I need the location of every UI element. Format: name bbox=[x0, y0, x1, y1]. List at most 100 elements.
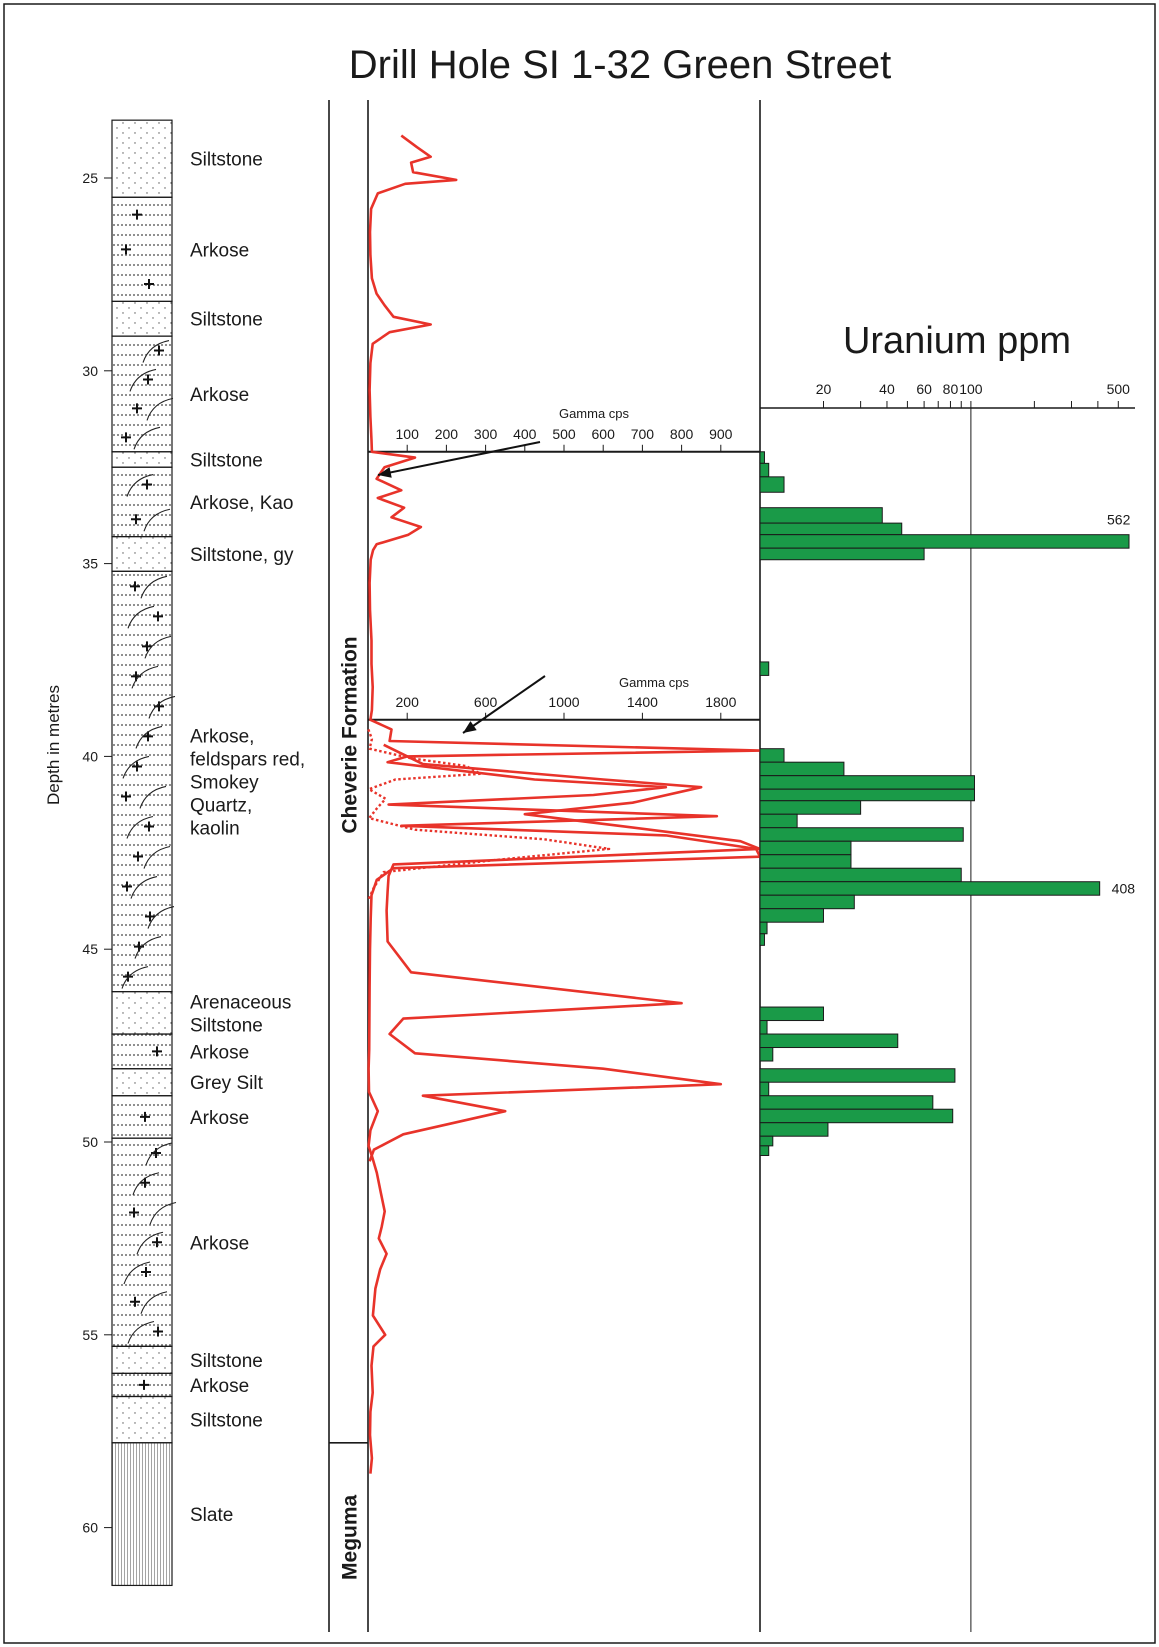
uranium-bar-21 bbox=[759, 908, 824, 923]
lith-unit-11 bbox=[111, 1068, 173, 1097]
figure-title: Drill Hole SI 1-32 Green Street bbox=[349, 43, 891, 87]
lith-unit-13 bbox=[111, 1137, 173, 1347]
uranium-bar-24 bbox=[759, 1006, 824, 1022]
cross-bedding-arc bbox=[131, 665, 159, 689]
arkose-cross-symbol bbox=[132, 761, 142, 772]
uranium-bar-3 bbox=[759, 476, 785, 493]
cross-bedding-arc bbox=[144, 635, 172, 659]
gamma-axis-1-arrow-head bbox=[378, 467, 392, 478]
lith-unit-8 bbox=[111, 570, 173, 993]
cross-bedding-arc bbox=[127, 1320, 155, 1344]
cross-bedding-arc bbox=[121, 966, 149, 989]
uranium-bar-28 bbox=[759, 1068, 956, 1083]
uranium-bar-26 bbox=[759, 1033, 899, 1049]
gamma-axis-1-tick-label: 400 bbox=[513, 426, 537, 442]
uranium-bar-19 bbox=[759, 881, 1101, 896]
lith-label: Siltstone bbox=[190, 150, 263, 171]
depth-tick-label: 50 bbox=[82, 1134, 98, 1150]
cross-bedding-arc bbox=[126, 474, 154, 497]
cross-bedding-arc bbox=[147, 906, 175, 929]
arkose-cross-symbol bbox=[153, 1326, 163, 1337]
lith-label: Arenaceous Siltstone bbox=[190, 992, 291, 1036]
uranium-bar-29 bbox=[759, 1081, 770, 1097]
cross-bedding-arc bbox=[127, 605, 155, 629]
uranium-panel: Uranium ppm 20 40 60 80 100 500 562 408 bbox=[759, 320, 1136, 1632]
lith-unit-7 bbox=[111, 536, 173, 572]
cross-bedding-arc bbox=[123, 1261, 151, 1285]
uranium-bar-15 bbox=[759, 827, 964, 842]
lith-unit-1 bbox=[111, 119, 173, 198]
arkose-cross-symbol bbox=[154, 345, 164, 356]
arkose-cross-symbol bbox=[121, 791, 131, 802]
arkose-cross-symbol bbox=[153, 611, 163, 622]
lith-unit-6 bbox=[111, 466, 173, 538]
uranium-tick-label: 80 bbox=[943, 381, 959, 397]
arkose-cross-symbol bbox=[143, 374, 153, 385]
lith-unit-3 bbox=[111, 300, 173, 337]
arkose-cross-symbol bbox=[132, 403, 142, 414]
lith-unit-14 bbox=[111, 1345, 173, 1374]
uranium-bar-9 bbox=[759, 748, 785, 763]
lith-label: Arkose bbox=[190, 385, 249, 406]
gamma-axis-1-label: Gamma cps bbox=[559, 406, 630, 421]
uranium-bar-2 bbox=[759, 462, 770, 478]
gamma-curve-main bbox=[367, 134, 762, 1474]
uranium-bar-23 bbox=[759, 933, 765, 946]
uranium-bar-8 bbox=[759, 661, 770, 676]
lith-unit-5 bbox=[111, 451, 173, 468]
arkose-cross-symbol bbox=[152, 1237, 162, 1248]
arkose-cross-symbol bbox=[131, 514, 141, 525]
uranium-bar-33 bbox=[759, 1135, 774, 1147]
arkose-cross-symbol bbox=[129, 1207, 139, 1218]
uranium-bar-value-label: 562 bbox=[1107, 512, 1131, 528]
uranium-bar-6 bbox=[759, 534, 1130, 549]
arkose-cross-symbol bbox=[130, 1296, 140, 1307]
arkose-cross-symbol bbox=[121, 432, 131, 443]
gamma-axis-1-tick-label: 500 bbox=[552, 426, 576, 442]
depth-tick-label: 55 bbox=[82, 1327, 98, 1343]
uranium-bar-value-label: 408 bbox=[1112, 880, 1136, 896]
gamma-axis-1-tick-label: 700 bbox=[631, 426, 655, 442]
uranium-bar-20 bbox=[759, 894, 855, 910]
uranium-bar-17 bbox=[759, 854, 852, 869]
cross-bedding-arc bbox=[142, 340, 170, 363]
cross-bedding-arc bbox=[140, 575, 168, 599]
uranium-bar-27 bbox=[759, 1047, 774, 1062]
uranium-title: Uranium ppm bbox=[843, 320, 1071, 362]
lith-label: Arkose bbox=[190, 240, 249, 261]
figure-border bbox=[3, 3, 1156, 1644]
arkose-cross-symbol bbox=[122, 881, 132, 892]
arkose-cross-symbol bbox=[143, 731, 153, 742]
formation-label-2: Meguma bbox=[339, 1494, 362, 1580]
arkose-cross-symbol bbox=[145, 911, 155, 922]
arkose-cross-symbol bbox=[141, 1267, 151, 1277]
arkose-cross-symbol bbox=[142, 479, 152, 490]
arkose-cross-symbol bbox=[121, 244, 131, 255]
gamma-axis-1-tick-label: 200 bbox=[435, 426, 459, 442]
uranium-bar-1 bbox=[759, 451, 765, 464]
gamma-axis-2-tick-label: 200 bbox=[396, 694, 420, 710]
uranium-bar-13 bbox=[759, 800, 862, 815]
depth-tick-label: 35 bbox=[82, 556, 98, 572]
gamma-axis-2-tick-label: 1400 bbox=[627, 694, 658, 710]
cross-bedding-arc bbox=[132, 1172, 160, 1195]
arkose-cross-symbol bbox=[133, 851, 143, 862]
cross-bedding-arc bbox=[140, 1291, 168, 1314]
arkose-cross-symbol bbox=[152, 1046, 162, 1057]
uranium-bar-10 bbox=[759, 761, 845, 777]
gamma-axis-1-tick-label: 100 bbox=[396, 426, 420, 442]
depth-tick-label: 30 bbox=[82, 363, 98, 379]
gamma-curve-dotted bbox=[367, 728, 611, 900]
uranium-bar-25 bbox=[759, 1020, 768, 1035]
arkose-cross-symbol bbox=[123, 971, 133, 982]
lith-unit-9 bbox=[111, 991, 173, 1035]
cross-bedding-arc bbox=[126, 815, 154, 839]
uranium-bar-12 bbox=[759, 788, 975, 802]
depth-axis-label: Depth in metres bbox=[44, 685, 63, 805]
depth-tick-label: 25 bbox=[82, 170, 98, 186]
gamma-axis-1-arrow bbox=[377, 441, 541, 476]
gamma-axis-1-tick-label: 300 bbox=[474, 426, 498, 442]
lith-label: Grey Silt bbox=[190, 1073, 264, 1094]
cross-bedding-arc bbox=[143, 508, 171, 532]
